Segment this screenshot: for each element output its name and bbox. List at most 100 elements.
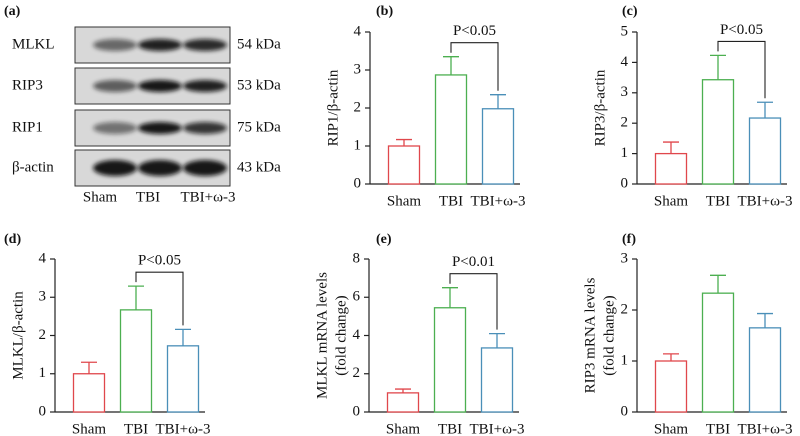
error-bar <box>710 54 726 80</box>
blot-band <box>183 160 227 176</box>
error-bar <box>81 361 97 374</box>
x-tick-label: Sham <box>72 421 107 436</box>
y-axis-label: RIP1/β-actin <box>325 69 341 146</box>
x-tick-label: Sham <box>386 421 421 436</box>
y-tick-label: 2 <box>621 301 629 317</box>
y-tick-label: 2 <box>621 115 629 131</box>
bar <box>386 392 420 413</box>
y-tick-label: 4 <box>354 23 362 39</box>
x-tick-label: TBI <box>124 421 148 436</box>
x-tick-label: TBI <box>439 193 463 209</box>
bar <box>119 309 153 413</box>
bar <box>654 152 688 185</box>
lane-label: TBI <box>136 189 160 205</box>
y-axis-label: MLKL mRNA levels <box>314 272 330 399</box>
y-tick-label: 2 <box>39 327 47 343</box>
row-label: RIP1 <box>12 119 43 135</box>
bar <box>748 327 782 413</box>
y-tick-label: 1 <box>354 137 362 153</box>
lane-label: TBI+ω-3 <box>181 189 236 205</box>
panel-label: (b) <box>376 4 393 19</box>
bar <box>433 307 467 413</box>
x-tick-label: TBI <box>438 421 462 436</box>
bar <box>480 347 514 413</box>
panel-label: (d) <box>4 232 21 247</box>
x-tick-label: TBI <box>706 421 730 436</box>
error-bar <box>128 285 144 310</box>
y-tick-label: 0 <box>353 403 361 419</box>
significance-bracket <box>449 273 498 330</box>
y-tick-label: 4 <box>621 54 629 70</box>
error-bar <box>757 312 773 328</box>
panel-label: (a) <box>4 4 21 19</box>
size-label: 75 kDa <box>237 119 281 135</box>
x-tick-label: TBI+ω-3 <box>471 193 526 209</box>
y-tick-label: 2 <box>353 365 361 381</box>
bar <box>72 373 106 413</box>
y-tick-label: 1 <box>621 352 629 368</box>
bar <box>166 345 200 413</box>
blot-band <box>138 122 182 134</box>
x-tick-label: TBI+ω-3 <box>738 421 793 436</box>
y-tick-label: 3 <box>621 250 629 266</box>
bar <box>748 117 782 185</box>
error-bar <box>395 388 411 393</box>
y-axis-label: RIP3 mRNA levels <box>582 277 598 393</box>
bar <box>387 145 421 185</box>
error-bar <box>442 287 458 308</box>
y-axis-label: (fold change) <box>601 295 617 375</box>
bar <box>701 292 735 413</box>
y-tick-label: 6 <box>353 289 361 305</box>
size-label: 43 kDa <box>237 159 281 175</box>
bar <box>654 360 688 413</box>
significance-bracket <box>135 271 184 326</box>
significance-bracket <box>450 42 499 91</box>
x-tick-label: TBI+ω-3 <box>738 193 793 209</box>
error-bar <box>663 141 679 154</box>
y-tick-label: 1 <box>39 365 47 381</box>
error-bar <box>663 353 679 361</box>
significance-label: P<0.05 <box>453 23 496 39</box>
row-label: β-actin <box>12 159 54 175</box>
blot-band <box>183 80 227 92</box>
significance-label: P<0.05 <box>138 253 181 269</box>
panel-label: (c) <box>622 4 638 19</box>
y-axis-label: RIP3/β-actin <box>592 69 608 146</box>
y-tick-label: 0 <box>621 175 629 191</box>
size-label: 53 kDa <box>237 77 281 93</box>
y-tick-label: 3 <box>354 61 362 77</box>
blot-band <box>138 160 182 176</box>
y-tick-label: 3 <box>39 289 47 305</box>
size-label: 54 kDa <box>237 36 281 52</box>
bar <box>701 79 735 185</box>
blot-band <box>93 39 137 51</box>
lane-label: Sham <box>83 189 118 205</box>
significance-label: P<0.01 <box>452 254 495 270</box>
x-tick-label: TBI+ω-3 <box>470 421 525 436</box>
y-tick-label: 2 <box>354 99 362 115</box>
x-tick-label: Sham <box>654 193 689 209</box>
error-bar <box>396 138 412 146</box>
x-tick-label: Sham <box>387 193 422 209</box>
blot-band <box>138 80 182 92</box>
error-bar <box>443 56 459 75</box>
significance-bracket <box>717 40 766 99</box>
error-bar <box>710 274 726 294</box>
y-axis-label: MLKL/β-actin <box>10 291 26 380</box>
row-label: RIP3 <box>12 77 43 93</box>
y-tick-label: 3 <box>621 84 629 100</box>
y-axis-label: (fold change) <box>333 295 349 375</box>
panel-label: (e) <box>376 232 392 247</box>
y-tick-label: 0 <box>39 403 47 419</box>
y-tick-label: 0 <box>621 403 629 419</box>
error-bar <box>757 101 773 119</box>
y-tick-label: 8 <box>353 250 361 266</box>
row-label: MLKL <box>12 36 55 52</box>
bar <box>434 74 468 185</box>
blot-band <box>183 39 227 51</box>
y-tick-label: 0 <box>354 175 362 191</box>
blot-band <box>138 39 182 51</box>
y-tick-label: 5 <box>621 23 629 39</box>
y-tick-label: 1 <box>621 145 629 161</box>
